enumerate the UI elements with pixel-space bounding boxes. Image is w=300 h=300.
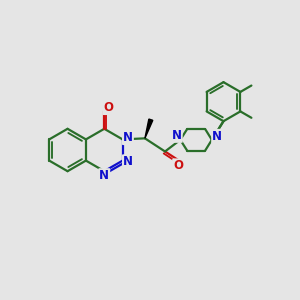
- Text: N: N: [123, 155, 133, 168]
- Text: N: N: [99, 169, 109, 182]
- Text: O: O: [103, 101, 113, 114]
- Text: N: N: [123, 131, 133, 144]
- Polygon shape: [145, 119, 153, 138]
- Text: N: N: [172, 129, 182, 142]
- Text: O: O: [173, 159, 183, 172]
- Text: N: N: [212, 130, 222, 143]
